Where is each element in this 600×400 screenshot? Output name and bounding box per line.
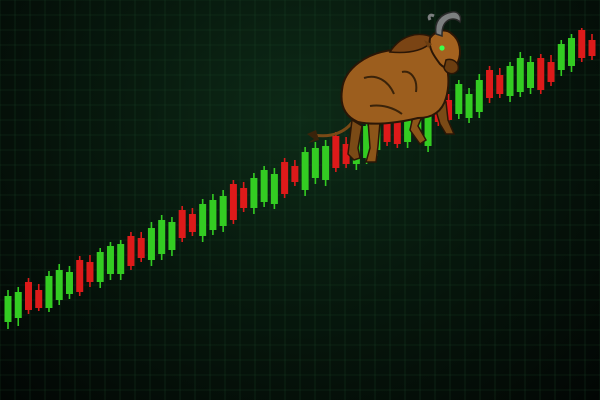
candle-up [117, 244, 125, 274]
candle-up [506, 66, 514, 96]
bull-muscle-lines [363, 70, 418, 115]
candle-up [301, 152, 309, 190]
candle-down [578, 30, 586, 58]
candle-up [4, 296, 12, 322]
candle-down [137, 238, 145, 258]
candle-up [55, 270, 63, 300]
candle-up [363, 126, 371, 158]
candle-up [465, 94, 473, 118]
candle-up [168, 222, 176, 250]
candle-down [291, 166, 299, 182]
candle-up [209, 200, 217, 230]
candle-up [424, 106, 432, 146]
bull-eye [439, 45, 445, 51]
candle-down [35, 290, 43, 308]
candle-up [65, 272, 73, 294]
candle-up [568, 38, 576, 66]
candle-down [445, 100, 453, 120]
candle-down [229, 184, 237, 220]
candle-down [127, 236, 135, 266]
candle-down [496, 75, 504, 94]
bull-tail-tuft [307, 130, 319, 143]
candle-up [516, 58, 524, 92]
candle-down [24, 282, 32, 310]
candle-up [404, 110, 412, 142]
candle-down [547, 62, 555, 82]
candle-up [96, 252, 104, 282]
candle-up [311, 148, 319, 178]
candle-up [199, 204, 207, 236]
candle-up [455, 84, 463, 114]
candle-down [486, 70, 494, 98]
candle-up [250, 178, 258, 208]
candle-down [240, 188, 248, 208]
bull-head [428, 29, 461, 70]
bull-icon [307, 11, 462, 163]
candle-down [178, 210, 186, 238]
candle-down [383, 108, 391, 142]
candle-up [260, 170, 268, 202]
candle-down [342, 144, 350, 164]
candle-up [527, 62, 535, 88]
bull-hind-leg-back [347, 118, 363, 161]
candle-down [537, 58, 545, 90]
candle-up [322, 146, 330, 180]
candle-down [281, 162, 289, 194]
candle-up [557, 44, 565, 70]
candle-up [147, 228, 155, 260]
candle-down [393, 120, 401, 144]
bull-ear [424, 40, 432, 48]
bull-snout [443, 58, 460, 75]
candle-down [86, 262, 94, 282]
candle-down [332, 136, 340, 168]
candle-down [76, 260, 84, 292]
candle-up [45, 276, 53, 308]
bull-tail [313, 119, 356, 138]
candle-up [106, 246, 114, 274]
bull-horn-tip [427, 13, 435, 21]
candle-up [270, 174, 278, 204]
candle-up [219, 196, 227, 226]
candle-up [158, 220, 166, 254]
bull-horn [434, 11, 462, 38]
candle-up [475, 80, 483, 112]
candle-down [588, 40, 596, 56]
candle-down [188, 214, 196, 232]
candle-up [14, 292, 22, 318]
